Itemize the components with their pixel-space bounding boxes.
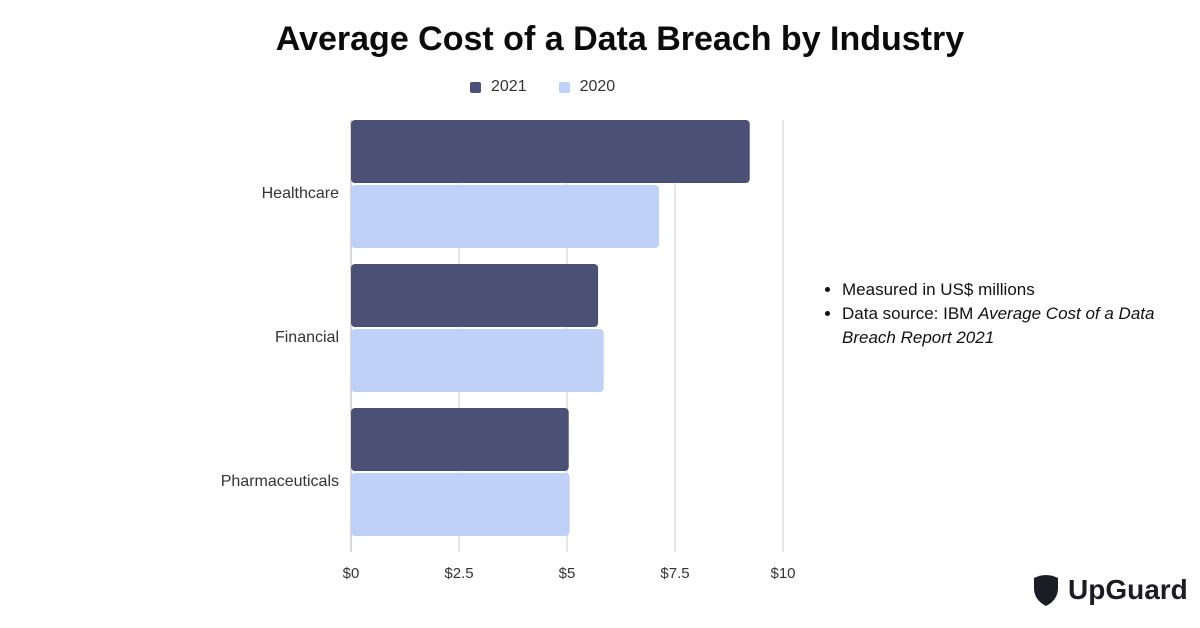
note-source: Data source: IBM Average Cost of a Data …	[842, 302, 1160, 350]
note-source-prefix: Data source: IBM	[842, 304, 979, 323]
x-tick-label-4: $10	[770, 565, 795, 582]
chart-title: Average Cost of a Data Breach by Industr…	[275, 20, 965, 58]
note-source-title: Average Cost of a Data Breach Report 202…	[842, 304, 1155, 347]
bar-pharmaceuticals-2021	[351, 408, 569, 471]
bar-financial-2021	[351, 264, 599, 327]
legend: 2021 2020	[470, 78, 615, 96]
chart-notes: Measured in US$ millions Data source: IB…	[820, 278, 1160, 350]
upguard-logo: UpGuard	[1032, 574, 1188, 606]
bar-healthcare-2021	[351, 120, 750, 183]
upguard-shield-icon	[1034, 575, 1058, 606]
legend-item-2021: 2021	[470, 78, 527, 96]
category-label-financial: Financial	[275, 329, 339, 346]
category-label-healthcare: Healthcare	[262, 185, 339, 202]
x-tick-label-1: $2.5	[444, 565, 473, 582]
bar-financial-2020	[351, 329, 604, 392]
legend-swatch-2021	[470, 81, 481, 93]
x-tick-label-3: $7.5	[660, 565, 689, 582]
bar-pharmaceuticals-2020	[351, 473, 570, 536]
legend-label-2020: 2020	[579, 78, 616, 95]
x-tick-label-0: $0	[343, 565, 360, 582]
brand-name: UpGuard	[1068, 574, 1188, 605]
x-tick-label-2: $5	[559, 565, 576, 582]
note-units: Measured in US$ millions	[842, 278, 1160, 302]
legend-swatch-2020	[558, 81, 570, 93]
bar-healthcare-2020	[351, 185, 660, 248]
category-label-pharmaceuticals: Pharmaceuticals	[221, 473, 339, 490]
note-units-text: Measured in US$ millions	[842, 280, 1035, 299]
legend-label-2021: 2021	[491, 78, 527, 95]
legend-item-2020: 2020	[558, 78, 616, 96]
